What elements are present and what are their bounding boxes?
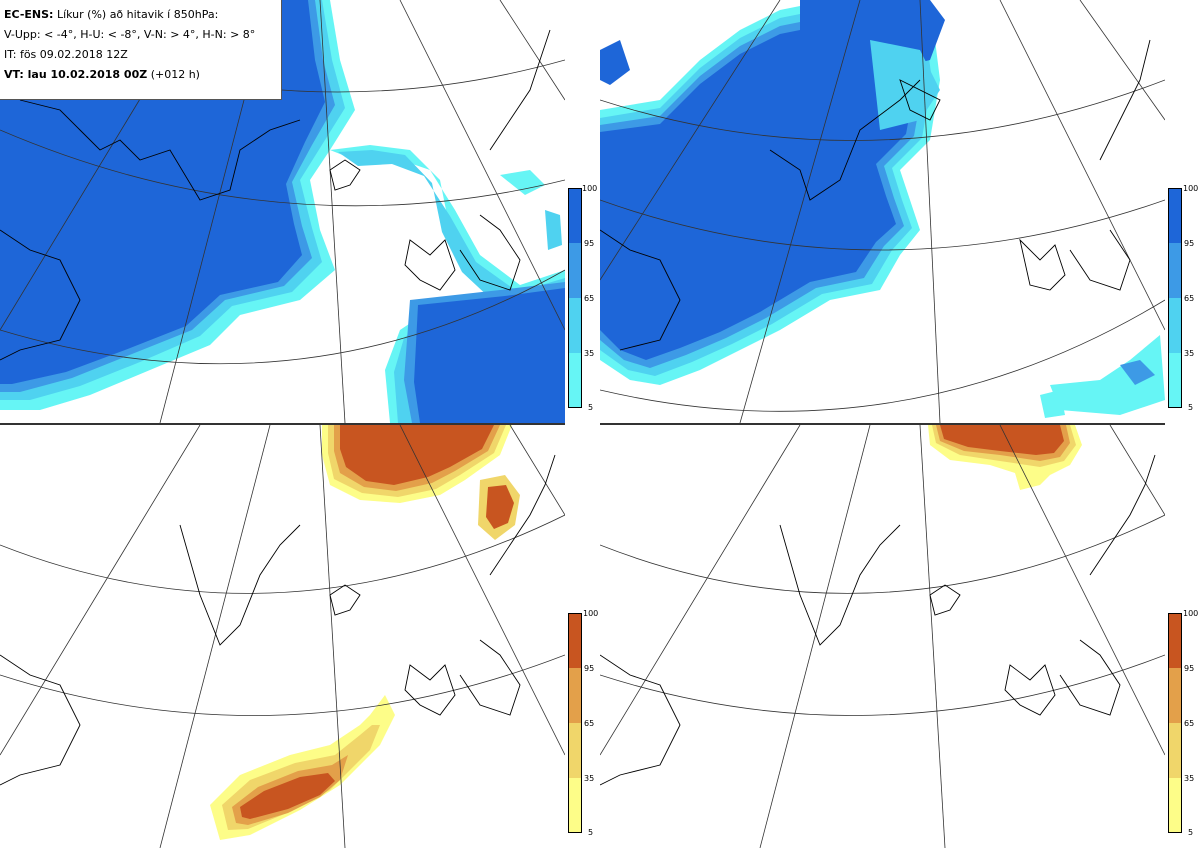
lat-lon-grid [0, 425, 565, 848]
colorbar-orange-1 [568, 613, 582, 833]
colorbar-orange-2 [1168, 613, 1182, 833]
colorbar-tick-35: 35 [1184, 349, 1195, 358]
colorbar-tick-65: 65 [584, 294, 595, 303]
model-name: EC-ENS: [4, 8, 54, 21]
colorbar-tick-35: 35 [584, 349, 595, 358]
colorbar-tick-100: 100 [1183, 609, 1199, 618]
colorbar-tick-5: 5 [1188, 403, 1194, 412]
colorbar-tick-35: 35 [1184, 774, 1195, 783]
colorbar-tick-65: 65 [584, 719, 595, 728]
map-panel-h-u [600, 0, 1165, 423]
figure-title-box: EC-ENS: Líkur (%) að hitavik í 850hPa: V… [0, 0, 282, 100]
colorbar-blue-1 [568, 188, 582, 408]
colorbar-tick-35: 35 [584, 774, 595, 783]
probability-map-very-warm [600, 425, 1165, 848]
colorbar-tick-95: 95 [1184, 664, 1195, 673]
colorbar-tick-100: 100 [583, 609, 599, 618]
colorbar-tick-5: 5 [588, 403, 594, 412]
init-time: IT: fös 09.02.2018 12Z [4, 48, 128, 61]
probability-map-very-cold [600, 0, 1165, 423]
lat-lon-grid [600, 0, 1165, 423]
panel-divider [0, 423, 565, 425]
panel-divider [600, 423, 1165, 425]
class-definitions: V-Upp: < -4°, H-U: < -8°, V-N: > 4°, H-N… [4, 28, 256, 41]
valid-time: VT: lau 10.02.2018 00Z [4, 68, 148, 81]
lat-lon-grid [600, 425, 1165, 848]
map-panel-h-n [600, 425, 1165, 848]
coastlines [600, 39, 1151, 351]
colorbar-tick-65: 65 [1184, 719, 1195, 728]
coastlines [0, 454, 556, 786]
colorbar-tick-5: 5 [1188, 828, 1194, 837]
colorbar-tick-65: 65 [1184, 294, 1195, 303]
valid-offset: (+012 h) [150, 68, 200, 81]
colorbar-blue-2 [1168, 188, 1182, 408]
probability-field [210, 425, 520, 840]
probability-field [600, 0, 1165, 418]
colorbar-tick-100: 100 [1183, 184, 1199, 193]
description: Líkur (%) að hitavik í 850hPa: [56, 8, 219, 21]
probability-map-warm [0, 425, 565, 848]
colorbar-tick-95: 95 [1184, 239, 1195, 248]
probability-field [928, 425, 1082, 490]
colorbar-tick-5: 5 [588, 828, 594, 837]
map-panel-v-n [0, 425, 565, 848]
colorbar-tick-95: 95 [584, 664, 595, 673]
coastlines [600, 454, 1156, 786]
colorbar-tick-100: 100 [582, 184, 598, 193]
colorbar-tick-95: 95 [584, 239, 595, 248]
coastlines [0, 29, 551, 361]
